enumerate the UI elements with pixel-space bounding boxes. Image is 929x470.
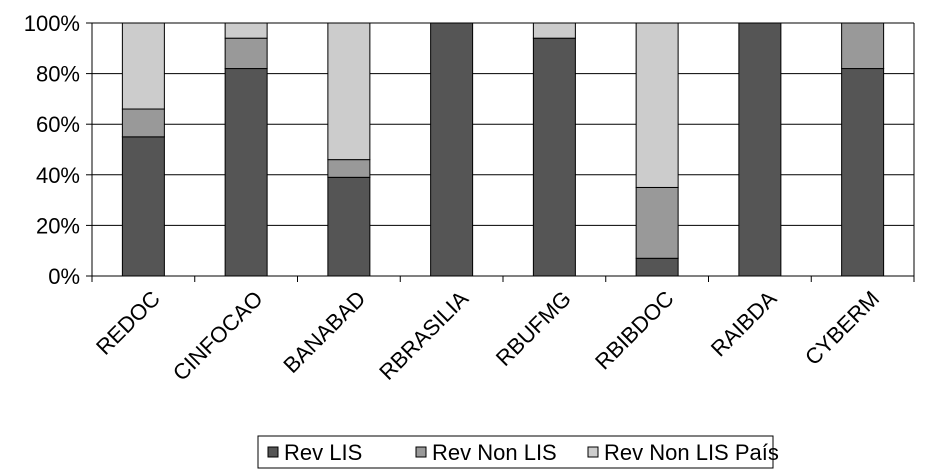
bar-segment: [121, 108, 165, 138]
legend-item: Rev Non LIS: [415, 440, 557, 465]
x-axis-labels: REDOC CINFOCAO BANABAD RBRASILIA RBUFMG RBIBD…: [91, 286, 884, 386]
x-category-label: RBRASILIA: [374, 286, 473, 385]
bar-segment: [430, 22, 474, 277]
bar-segment: [738, 22, 782, 277]
y-tick-label: 100%: [24, 11, 80, 36]
y-tick-label: 60%: [36, 112, 80, 137]
axes: [91, 23, 915, 282]
legend-item: Rev LIS: [267, 440, 362, 465]
y-tick-label: 40%: [36, 163, 80, 188]
x-category-label: BANABAD: [278, 286, 370, 378]
legend-label: Rev Non LIS: [432, 440, 557, 465]
bar-segment: [327, 22, 371, 161]
bar-segment: [224, 68, 268, 277]
bar-segment: [841, 68, 885, 277]
bar-segment: [224, 22, 268, 39]
legend-swatch: [587, 446, 599, 458]
bar-segment: [532, 22, 576, 39]
x-category-label: CYBERM: [800, 286, 884, 370]
bars: [121, 22, 885, 277]
x-category-label: RAIBDA: [706, 286, 782, 362]
bar-segment: [327, 176, 371, 277]
legend-item: Rev Non LIS País: [587, 440, 779, 465]
bar-segment: [635, 186, 679, 259]
bar-segment: [635, 22, 679, 188]
bar-segment: [635, 257, 679, 277]
x-category-label: RBUFMG: [491, 286, 576, 371]
bar-segment: [121, 136, 165, 277]
y-tick-label: 80%: [36, 62, 80, 87]
legend-label: Rev LIS: [284, 440, 362, 465]
legend-swatch: [415, 446, 427, 458]
bar-segment: [224, 37, 268, 70]
bar-segment: [532, 37, 576, 277]
x-category-label: RBIBDOC: [590, 286, 679, 375]
legend-swatch: [267, 446, 279, 458]
x-category-label: REDOC: [91, 286, 165, 360]
bar-segment: [121, 22, 165, 110]
legend-label: Rev Non LIS País: [604, 440, 779, 465]
x-category-label: CINFOCAO: [168, 286, 268, 386]
y-axis-ticks: 0% 20% 40% 60% 80% 100%: [24, 11, 92, 289]
y-tick-label: 20%: [36, 213, 80, 238]
legend-box: [257, 435, 774, 469]
y-tick-label: 0%: [48, 264, 80, 289]
bar-segment: [841, 22, 885, 70]
gridlines: [92, 22, 914, 226]
legend: Rev LIS Rev Non LIS Rev Non LIS País: [257, 435, 779, 469]
bar-segment: [327, 159, 371, 178]
